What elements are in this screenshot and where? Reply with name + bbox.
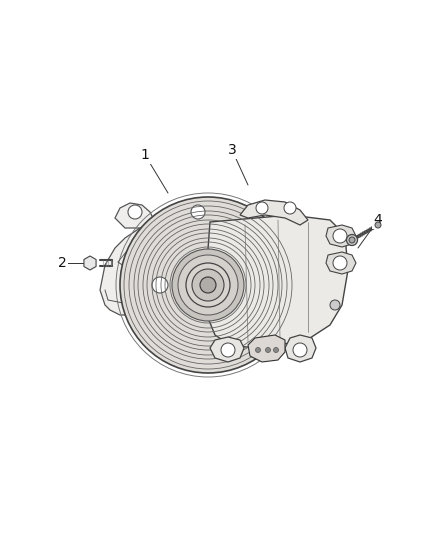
Circle shape	[333, 229, 347, 243]
Text: 4: 4	[374, 213, 382, 227]
Text: 2: 2	[58, 256, 67, 270]
Circle shape	[333, 256, 347, 270]
Circle shape	[255, 348, 261, 352]
Circle shape	[152, 277, 168, 293]
Text: 1: 1	[141, 148, 149, 162]
Polygon shape	[84, 256, 96, 270]
Polygon shape	[285, 335, 316, 362]
Polygon shape	[173, 205, 215, 228]
Text: 3: 3	[228, 143, 237, 157]
Polygon shape	[240, 200, 308, 225]
Circle shape	[178, 255, 238, 315]
Circle shape	[172, 249, 244, 321]
Circle shape	[293, 343, 307, 357]
Polygon shape	[115, 203, 155, 228]
Polygon shape	[205, 215, 348, 348]
Circle shape	[192, 269, 224, 301]
Circle shape	[284, 202, 296, 214]
Circle shape	[375, 222, 381, 228]
Polygon shape	[248, 335, 285, 362]
Circle shape	[349, 237, 355, 243]
Circle shape	[256, 202, 268, 214]
Circle shape	[191, 205, 205, 219]
Circle shape	[128, 205, 142, 219]
Circle shape	[265, 348, 271, 352]
Polygon shape	[100, 218, 210, 330]
Polygon shape	[326, 225, 356, 247]
Circle shape	[200, 277, 216, 293]
Polygon shape	[326, 252, 356, 274]
Circle shape	[186, 263, 230, 307]
Polygon shape	[210, 337, 244, 362]
Circle shape	[346, 235, 357, 246]
Circle shape	[221, 343, 235, 357]
Circle shape	[273, 348, 279, 352]
Circle shape	[330, 300, 340, 310]
Circle shape	[120, 197, 296, 373]
